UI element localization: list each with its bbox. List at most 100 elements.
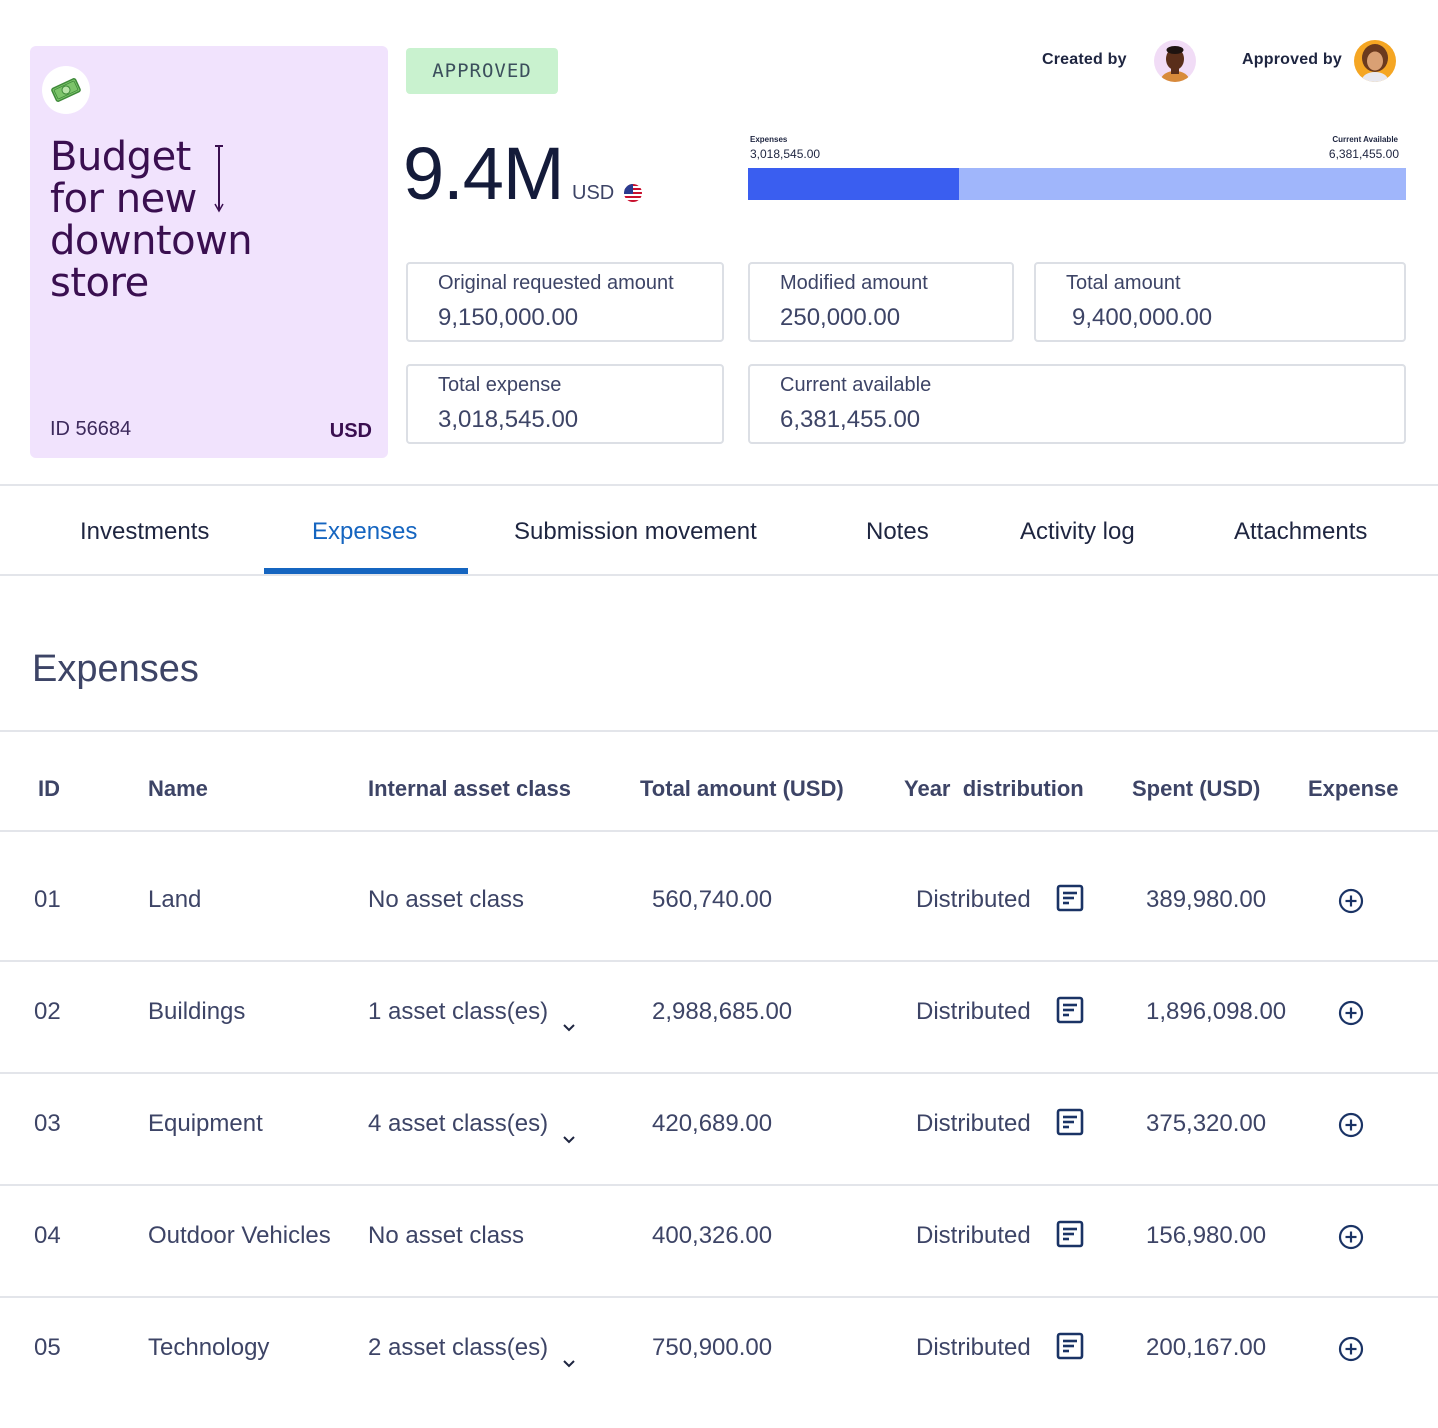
section-title: Expenses: [32, 648, 199, 690]
row-spent: 389,980.00: [1146, 886, 1267, 913]
tab-submission-movement[interactable]: Submission movement: [514, 518, 757, 545]
creator-avatar[interactable]: [1154, 40, 1196, 82]
progress-available-caption: Current Available: [1332, 135, 1398, 144]
progress-available-value: 6,381,455.00: [1328, 147, 1399, 161]
row-name: Technology: [148, 1334, 270, 1361]
row-id: 05: [34, 1334, 61, 1361]
col-header-total-amount[interactable]: Total amount (USD): [640, 776, 844, 801]
approver-avatar[interactable]: [1354, 40, 1396, 82]
add-expense-icon[interactable]: [1338, 1224, 1364, 1250]
row-asset-class: No asset class: [368, 1222, 525, 1249]
created-by-label: Created by: [1042, 51, 1127, 68]
progress-expenses-caption: Expenses: [750, 135, 788, 144]
row-total-amount: 400,326.00: [652, 1222, 773, 1249]
asset-class-dropdown[interactable]: 4 asset class(es): [368, 1110, 549, 1137]
asset-class-dropdown[interactable]: 1 asset class(es): [368, 998, 549, 1025]
table-header-divider: [0, 830, 1438, 832]
budget-progress-bar: [748, 168, 1406, 200]
row-name: Equipment: [148, 1110, 263, 1137]
add-expense-icon[interactable]: [1338, 888, 1364, 914]
row-divider: [0, 1184, 1438, 1186]
add-expense-icon[interactable]: [1338, 1000, 1364, 1026]
row-spent: 375,320.00: [1146, 1110, 1267, 1137]
header-divider: [0, 484, 1438, 486]
total-amount-display: 9.4M: [403, 132, 565, 215]
col-header-name[interactable]: Name: [148, 776, 208, 801]
budget-card: Budget for new downtown store ID 56684 U…: [30, 46, 388, 458]
col-header-asset-class[interactable]: Internal asset class: [368, 776, 572, 801]
tab-attachments[interactable]: Attachments: [1234, 518, 1368, 545]
current-available-value: 6,381,455.00: [780, 406, 921, 433]
tab-activity-log[interactable]: Activity log: [1020, 518, 1135, 545]
total-expense-box: Total expense 3,018,545.00: [406, 364, 724, 444]
chevron-down-icon[interactable]: [561, 1132, 577, 1148]
original-amount-box: Original requested amount 9,150,000.00: [406, 262, 724, 342]
approved-by-label: Approved by: [1242, 51, 1342, 68]
add-expense-icon[interactable]: [1338, 1112, 1364, 1138]
original-amount-value: 9,150,000.00: [438, 304, 579, 331]
row-asset-class: No asset class: [368, 886, 525, 913]
us-flag-icon: [624, 184, 642, 202]
money-emoji-icon: [42, 66, 90, 114]
row-year-distribution: Distributed: [916, 886, 1031, 913]
total-expense-value: 3,018,545.00: [438, 406, 579, 433]
row-spent: 156,980.00: [1146, 1222, 1267, 1249]
col-header-spent[interactable]: Spent (USD): [1132, 776, 1261, 801]
total-expense-label: Total expense: [438, 374, 562, 396]
current-available-box: Current available 6,381,455.00: [748, 364, 1406, 444]
status-badge: APPROVED: [406, 48, 558, 94]
budget-currency: USD: [329, 420, 372, 442]
row-id: 04: [34, 1222, 61, 1249]
row-total-amount: 420,689.00: [652, 1110, 773, 1137]
row-divider: [0, 1296, 1438, 1298]
modified-amount-box: Modified amount 250,000.00: [748, 262, 1014, 342]
total-amount-box: Total amount 9,400,000.00: [1034, 262, 1406, 342]
row-year-distribution: Distributed: [916, 1110, 1031, 1137]
row-name: Buildings: [148, 998, 246, 1025]
row-id: 01: [34, 886, 61, 913]
tab-expenses[interactable]: Expenses: [312, 518, 418, 545]
row-divider: [0, 1072, 1438, 1074]
arrow-down-icon: [214, 145, 224, 213]
row-spent: 200,167.00: [1146, 1334, 1267, 1361]
distribution-details-icon[interactable]: [1056, 1220, 1084, 1248]
amount-currency: USD: [572, 182, 615, 204]
row-total-amount: 560,740.00: [652, 886, 773, 913]
budget-id: ID 56684: [50, 418, 132, 440]
row-year-distribution: Distributed: [916, 1222, 1031, 1249]
row-year-distribution: Distributed: [916, 1334, 1031, 1361]
modified-amount-value: 250,000.00: [780, 304, 901, 331]
active-tab-indicator: [264, 568, 468, 574]
row-total-amount: 2,988,685.00: [652, 998, 793, 1025]
budget-title: Budget for new downtown store: [50, 134, 253, 306]
distribution-details-icon[interactable]: [1056, 1332, 1084, 1360]
row-year-distribution: Distributed: [916, 998, 1031, 1025]
chevron-down-icon[interactable]: [561, 1020, 577, 1036]
chevron-down-icon[interactable]: [561, 1356, 577, 1372]
tab-investments[interactable]: Investments: [80, 518, 210, 545]
col-header-year-distribution[interactable]: Year distribution: [904, 776, 1084, 801]
original-amount-label: Original requested amount: [438, 272, 674, 294]
col-header-id[interactable]: ID: [38, 776, 60, 801]
current-available-label: Current available: [780, 374, 932, 396]
tabs-divider: [0, 574, 1438, 576]
col-header-expense[interactable]: Expense: [1308, 776, 1399, 801]
row-id: 02: [34, 998, 61, 1025]
budget-progress-fill: [748, 168, 960, 200]
row-id: 03: [34, 1110, 61, 1137]
add-expense-icon[interactable]: [1338, 1336, 1364, 1362]
progress-expenses-value: 3,018,545.00: [750, 147, 821, 161]
total-amount-value: 9,400,000.00: [1072, 304, 1213, 331]
row-name: Outdoor Vehicles: [148, 1222, 331, 1249]
row-name: Land: [148, 886, 202, 913]
row-divider: [0, 960, 1438, 962]
distribution-details-icon[interactable]: [1056, 884, 1084, 912]
row-total-amount: 750,900.00: [652, 1334, 773, 1361]
distribution-details-icon[interactable]: [1056, 1108, 1084, 1136]
asset-class-dropdown[interactable]: 2 asset class(es): [368, 1334, 549, 1361]
row-spent: 1,896,098.00: [1146, 998, 1287, 1025]
modified-amount-label: Modified amount: [780, 272, 928, 294]
distribution-details-icon[interactable]: [1056, 996, 1084, 1024]
total-amount-label: Total amount: [1066, 272, 1181, 294]
tab-notes[interactable]: Notes: [866, 518, 929, 545]
